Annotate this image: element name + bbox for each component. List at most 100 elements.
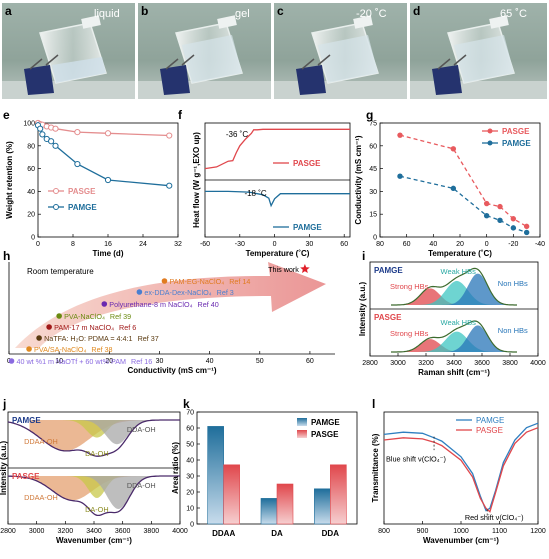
vial-icon: [311, 15, 379, 84]
point-ref: Ref 37: [138, 334, 159, 343]
data-point: [26, 346, 32, 352]
point-ref: Ref 6: [119, 323, 136, 332]
panel-letter-b: b: [141, 4, 148, 18]
photo-panel-a: a liquid: [2, 3, 135, 99]
y-axis-title: Transmittance (%): [371, 433, 380, 502]
x-tick-label: 2800: [362, 360, 378, 367]
chart-panel-g: 80 60 40 20 0 -20 -40 0 15 30 45 60 75 Temperature (˚…: [354, 121, 545, 259]
x-tick-label: 8: [71, 241, 75, 248]
x-tick-label: 4000: [530, 360, 546, 367]
component-label: DA-OH: [85, 449, 109, 458]
legend-label: PAMGE: [476, 416, 504, 425]
peak-label: Strong HBs: [390, 282, 429, 291]
x-tick-label: 40: [206, 358, 214, 365]
x-axis-title: Wavenumber (cm⁻¹): [423, 536, 499, 545]
legend-label: PASGE: [502, 127, 530, 136]
category-label: DDAA: [212, 529, 235, 538]
panel-letter-d: d: [413, 4, 420, 18]
x-tick-label: 0: [485, 241, 489, 248]
panel-letter-c: c: [277, 4, 284, 18]
point-label: PAM-EG-NaClO₄: [169, 277, 224, 286]
x-tick-label: 1100: [492, 528, 507, 535]
data-point: [161, 278, 168, 284]
y-tick-label: 60: [369, 143, 377, 150]
data-point: [37, 125, 44, 132]
x-axis-title: Raman shift (cm⁻¹): [418, 368, 490, 377]
legend-marker: [487, 140, 493, 146]
x-tick-label: 50: [256, 358, 264, 365]
annotation: -18 ˚C: [244, 189, 266, 198]
x-tick-label: 40: [429, 241, 437, 248]
point-ref: Ref 39: [110, 312, 131, 321]
chart-panel-i: 2800 3000 3200 3400 3600 3800 4000 Raman shift …: [358, 261, 546, 377]
x-tick-label: 3400: [86, 528, 102, 535]
component-peak: [29, 420, 159, 438]
peak-weak-hbs: [419, 331, 496, 352]
panel-letter-j: j: [2, 397, 6, 411]
spectrum-line: [7, 475, 180, 517]
panel-letter-k: k: [183, 397, 190, 411]
category-label: DDA: [322, 529, 340, 538]
point-label: PVA/SA-NaClO₄: [34, 345, 86, 354]
subplot-name: PAMGE: [374, 266, 403, 275]
y-axis-title: Area ratio (%): [171, 442, 180, 494]
x-tick-label: 4000: [172, 528, 188, 535]
x-tick-label: -30: [235, 241, 245, 248]
series-line-pamge: [383, 422, 539, 512]
peak-strong-hbs: [391, 288, 468, 305]
x-tick-label: 3000: [390, 360, 406, 367]
data-point: [166, 182, 173, 189]
chart-panel-l: 800 900 1000 1100 1200 Wavenumber (cm⁻¹) Trans…: [371, 411, 546, 545]
peak-label: Weak HBs: [441, 318, 477, 327]
chart-panel-j: 2800 3000 3200 3400 3600 3800 4000 Wavenumber (…: [0, 411, 188, 545]
x-tick-label: 0: [273, 241, 277, 248]
chart-panel-e: 0 8 16 24 32 0 20 40 60 80 100 Time (d) Weight reten…: [5, 119, 182, 258]
y-tick-label: 100: [23, 121, 35, 128]
x-tick-label: 3600: [115, 528, 131, 535]
data-point: [39, 131, 46, 138]
data-point: [46, 324, 52, 330]
x-tick-label: 800: [378, 528, 390, 535]
y-tick-label: 40: [27, 189, 35, 196]
data-point: [8, 358, 15, 364]
x-tick-label: 1000: [453, 528, 469, 535]
bar-pasge: [223, 464, 240, 525]
component-label: DDA-OH: [127, 481, 156, 490]
data-point: [510, 216, 517, 222]
x-tick-label: 3200: [418, 360, 434, 367]
data-point: [510, 225, 517, 231]
x-tick-label: 0: [36, 241, 40, 248]
y-tick-label: 80: [27, 143, 35, 150]
series-line-pamge: [399, 175, 527, 234]
legend-swatch: [297, 430, 307, 438]
x-tick-label: 60: [306, 358, 314, 365]
panel-letter-g: g: [366, 108, 373, 122]
subplot-name: PASGE: [374, 313, 402, 322]
binder-clip-icon: [24, 54, 59, 95]
x-tick-label: 24: [139, 241, 147, 248]
peak-non-hbs: [440, 273, 517, 305]
x-tick-label: 3800: [144, 528, 160, 535]
bar-pasge: [330, 464, 347, 525]
y-tick-label: 30: [186, 474, 194, 481]
x-tick-label: -40: [535, 241, 545, 248]
x-tick-label: 3000: [29, 528, 45, 535]
x-tick-label: -20: [508, 241, 518, 248]
data-point-star: [300, 264, 310, 273]
legend-marker: [53, 204, 59, 210]
x-tick-label: 20: [105, 358, 113, 365]
y-tick-label: 20: [186, 490, 194, 497]
annotation: -36 ˚C: [226, 130, 248, 139]
chart-panel-f: -60 -30 0 30 60 Temperature (˚C) Heat flow (W …: [192, 122, 351, 258]
x-tick-label: 32: [174, 241, 182, 248]
data-point: [48, 138, 55, 145]
x-tick-label: 30: [156, 358, 164, 365]
component-peak: [29, 420, 159, 445]
photo-label-c: -20 ˚C: [356, 8, 387, 20]
y-tick-label: 70: [186, 410, 194, 417]
x-axis-title: Temperature (˚C): [246, 249, 310, 258]
x-tick-label: 900: [417, 528, 429, 535]
component-label: DDAA-OH: [24, 437, 58, 446]
